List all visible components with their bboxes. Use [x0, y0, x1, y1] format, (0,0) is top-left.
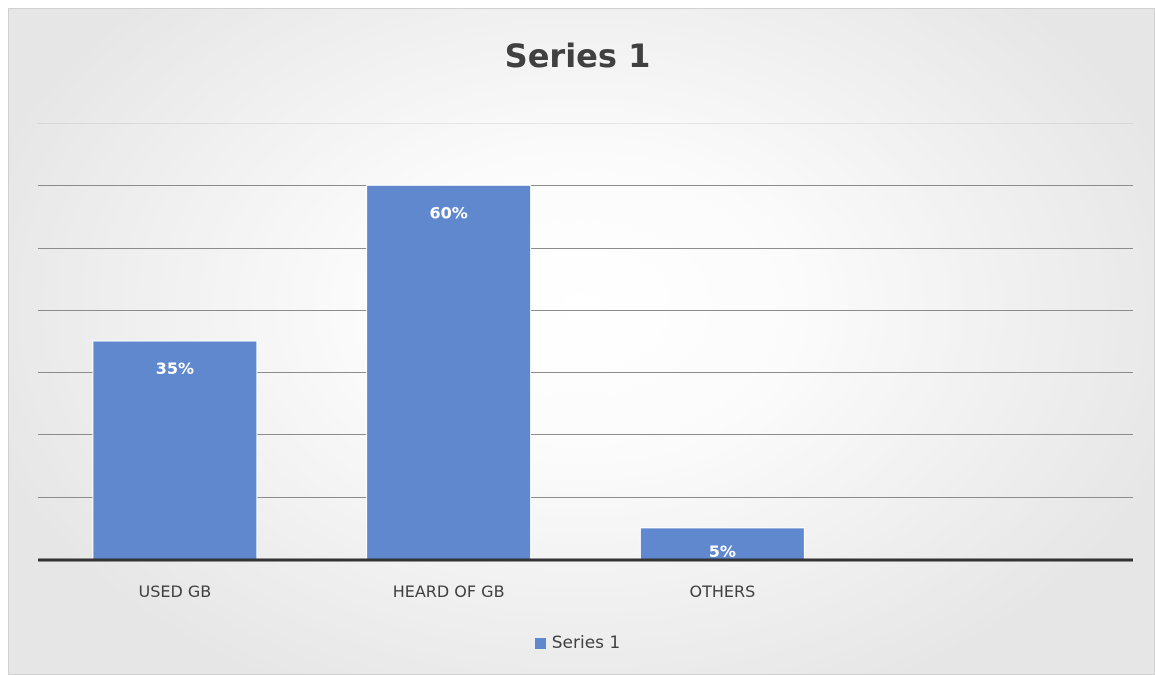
x-axis: USED GB HEARD OF GB OTHERS — [38, 558, 1133, 601]
x-tick-label: USED GB — [138, 582, 211, 601]
legend-swatch — [534, 637, 546, 649]
legend-label: Series 1 — [551, 633, 621, 653]
legend: Series 1 — [0, 633, 1155, 653]
bar-used-gb — [92, 340, 258, 560]
bar-others — [639, 527, 805, 560]
bar-heard-of-gb — [366, 184, 532, 560]
chart-title: Series 1 — [504, 37, 651, 75]
data-label: 60% — [429, 203, 467, 222]
x-tick-label: OTHERS — [689, 582, 755, 601]
x-tick-label: HEARD OF GB — [393, 582, 505, 601]
data-labels: 35% 60% 5% — [156, 203, 736, 561]
data-label: 35% — [156, 359, 194, 378]
data-label: 5% — [709, 542, 736, 561]
